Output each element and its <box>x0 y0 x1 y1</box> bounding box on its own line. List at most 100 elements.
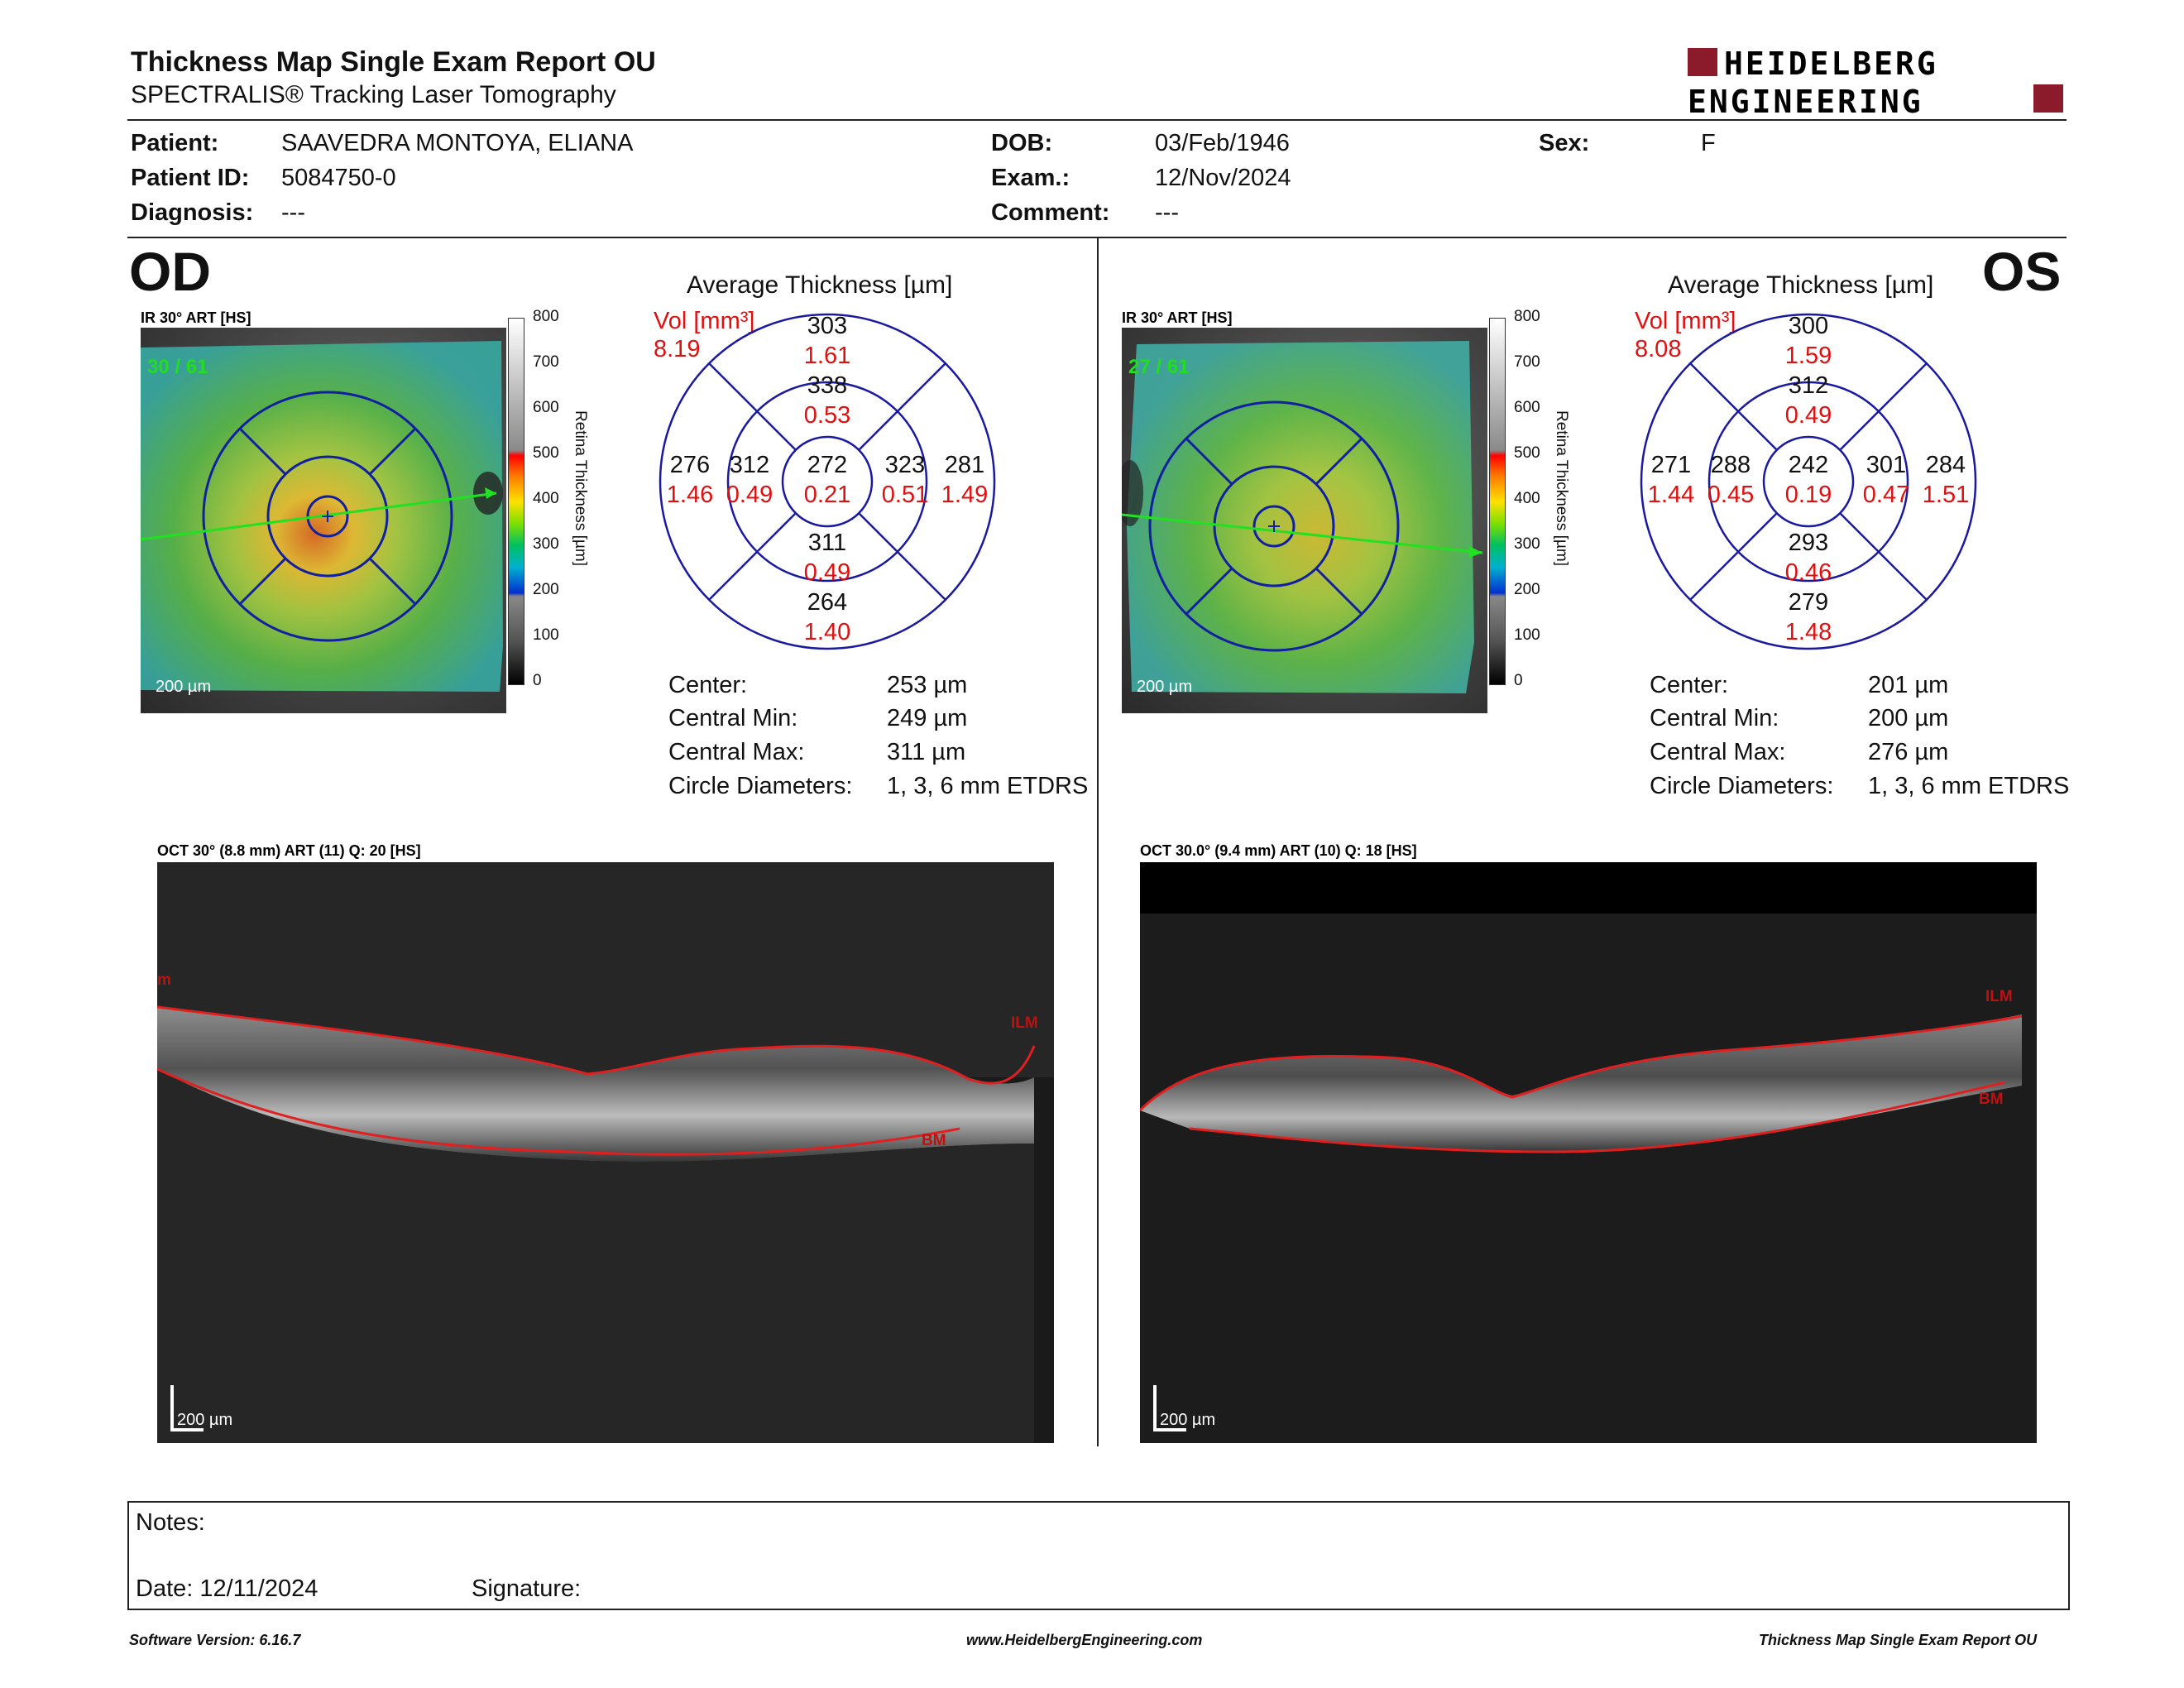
os-inner-right-vol: 0.47 <box>1862 482 1910 508</box>
heidelberg-logo: HEIDELBERG ENGINEERING <box>1688 46 2076 122</box>
od-oct-image: m ILM BM 200 µm <box>157 862 1054 1443</box>
od-tick-600: 600 <box>533 399 559 416</box>
od-oct-scalebar <box>170 1385 174 1431</box>
os-scan-line <box>1122 513 1483 554</box>
od-tick-100: 100 <box>533 626 559 644</box>
od-color-scale <box>508 318 524 685</box>
footer-software-version: Software Version: 6.16.7 <box>129 1632 301 1648</box>
os-outer-left: 271 <box>1650 452 1692 478</box>
os-tick-300: 300 <box>1514 535 1540 553</box>
os-color-scale-label: Retina Thickness [µm] <box>1553 410 1570 566</box>
od-diam-label: Circle Diameters: <box>668 773 853 799</box>
os-center-ring <box>1252 505 1296 548</box>
od-color-scale-label: Retina Thickness [µm] <box>572 410 589 566</box>
os-vol-value: 8.08 <box>1635 336 1682 362</box>
os-inner-left-vol: 0.45 <box>1707 482 1755 508</box>
os-inner-sup: 312 <box>1788 372 1829 399</box>
os-oct-scalebar-base <box>1153 1428 1186 1431</box>
os-outer-sup-vol: 1.59 <box>1784 343 1832 369</box>
os-outer-right: 284 <box>1925 452 1966 478</box>
os-inner-right: 301 <box>1866 452 1907 478</box>
os-outer-inf: 279 <box>1788 589 1829 616</box>
patient-divider <box>127 237 2067 238</box>
patient-id-label: Patient ID: <box>131 165 250 191</box>
od-bm-line <box>157 1067 960 1156</box>
os-avg-thickness-title: Average Thickness [µm] <box>1668 271 1934 299</box>
os-color-scale <box>1489 318 1506 685</box>
patient-name: SAAVEDRA MONTOYA, ELIANA <box>281 130 634 156</box>
os-bm-label: BM <box>1979 1091 2004 1108</box>
od-diam-value: 1, 3, 6 mm ETDRS <box>887 773 1089 799</box>
od-inner-inf: 311 <box>807 530 847 556</box>
od-scan-count: 30 / 61 <box>147 356 208 378</box>
od-tick-300: 300 <box>533 535 559 553</box>
comment-value: --- <box>1155 199 1179 226</box>
diagnosis-label: Diagnosis: <box>131 199 254 226</box>
os-eye-label: OS <box>1982 241 2062 302</box>
od-outer-sup: 303 <box>807 313 848 339</box>
svg-text:HEIDELBERG: HEIDELBERG <box>1724 46 1938 82</box>
od-outer-right: 281 <box>944 452 985 478</box>
os-tick-600: 600 <box>1514 399 1540 416</box>
os-tick-400: 400 <box>1514 490 1540 507</box>
notes-box[interactable]: Notes: Date: 12/11/2024 Signature: <box>127 1501 2070 1610</box>
footer-website[interactable]: www.HeidelbergEngineering.com <box>966 1632 1203 1648</box>
od-tick-800: 800 <box>533 308 559 325</box>
os-center-value: 201 µm <box>1868 672 1949 698</box>
od-center-label: Center: <box>668 672 748 698</box>
os-center: 242 <box>1788 452 1829 478</box>
od-oct-title: OCT 30° (8.8 mm) ART (11) Q: 20 [HS] <box>157 842 421 859</box>
od-inner-left: 312 <box>729 452 770 478</box>
od-max-value: 311 µm <box>887 739 966 765</box>
os-inner-inf: 293 <box>1788 530 1829 556</box>
od-center-ring <box>306 495 349 538</box>
os-outer-sup: 300 <box>1788 313 1829 339</box>
od-tick-400: 400 <box>533 490 559 507</box>
patient-id-value: 5084750-0 <box>281 165 396 191</box>
od-oct-scalebar-base <box>170 1428 204 1431</box>
os-oct-scalebar <box>1153 1385 1157 1431</box>
os-vol-label: Vol [mm³] <box>1635 308 1736 334</box>
od-center-vol: 0.21 <box>803 482 851 508</box>
od-scan-line <box>141 492 497 541</box>
footer-report-name: Thickness Map Single Exam Report OU <box>1759 1632 2038 1648</box>
svg-text:ENGINEERING: ENGINEERING <box>1688 84 1923 117</box>
os-oct-bscan <box>1140 862 2037 1443</box>
os-tick-500: 500 <box>1514 444 1540 462</box>
signature-label: Signature: <box>472 1575 582 1602</box>
notes-label: Notes: <box>136 1509 205 1536</box>
os-diam-label: Circle Diameters: <box>1650 773 1834 799</box>
od-tick-200: 200 <box>533 581 559 598</box>
od-vol-label: Vol [mm³] <box>654 308 755 334</box>
od-avg-thickness-title: Average Thickness [µm] <box>687 271 953 299</box>
os-thickness-map <box>1122 341 1483 693</box>
os-fundus-image: 27 / 61 200 µm <box>1122 328 1487 713</box>
os-inner-ring <box>1213 465 1335 587</box>
os-max-label: Central Max: <box>1650 739 1786 765</box>
os-inner-sup-vol: 0.49 <box>1784 402 1832 429</box>
diagnosis-value: --- <box>281 199 305 226</box>
od-outer-sup-vol: 1.61 <box>803 343 851 369</box>
os-fundus-title: IR 30° ART [HS] <box>1122 309 1233 326</box>
os-max-value: 276 µm <box>1868 739 1949 765</box>
patient-label: Patient: <box>131 130 219 156</box>
os-fundus-scale: 200 µm <box>1137 678 1193 696</box>
od-min-value: 249 µm <box>887 705 968 731</box>
report-subtitle: SPECTRALIS® Tracking Laser Tomography <box>131 81 616 108</box>
logo-graphic: HEIDELBERG ENGINEERING <box>1688 46 2063 120</box>
od-inner-inf-vol: 0.49 <box>803 559 851 586</box>
eye-divider <box>1097 238 1099 1446</box>
exam-label: Exam.: <box>991 165 1070 191</box>
od-outer-left: 276 <box>669 452 711 478</box>
os-oct-scale: 200 µm <box>1160 1411 1216 1429</box>
od-fundus-image: 30 / 61 200 µm <box>141 328 506 713</box>
od-fundus-title: IR 30° ART [HS] <box>141 309 251 326</box>
os-tick-200: 200 <box>1514 581 1540 598</box>
os-inner-inf-vol: 0.46 <box>1784 559 1832 586</box>
exam-value: 12/Nov/2024 <box>1155 165 1291 191</box>
dob-label: DOB: <box>991 130 1053 156</box>
od-tick-0: 0 <box>533 672 542 689</box>
od-inner-sup-vol: 0.53 <box>803 402 851 429</box>
od-outer-right-vol: 1.49 <box>941 482 989 508</box>
comment-label: Comment: <box>991 199 1110 226</box>
